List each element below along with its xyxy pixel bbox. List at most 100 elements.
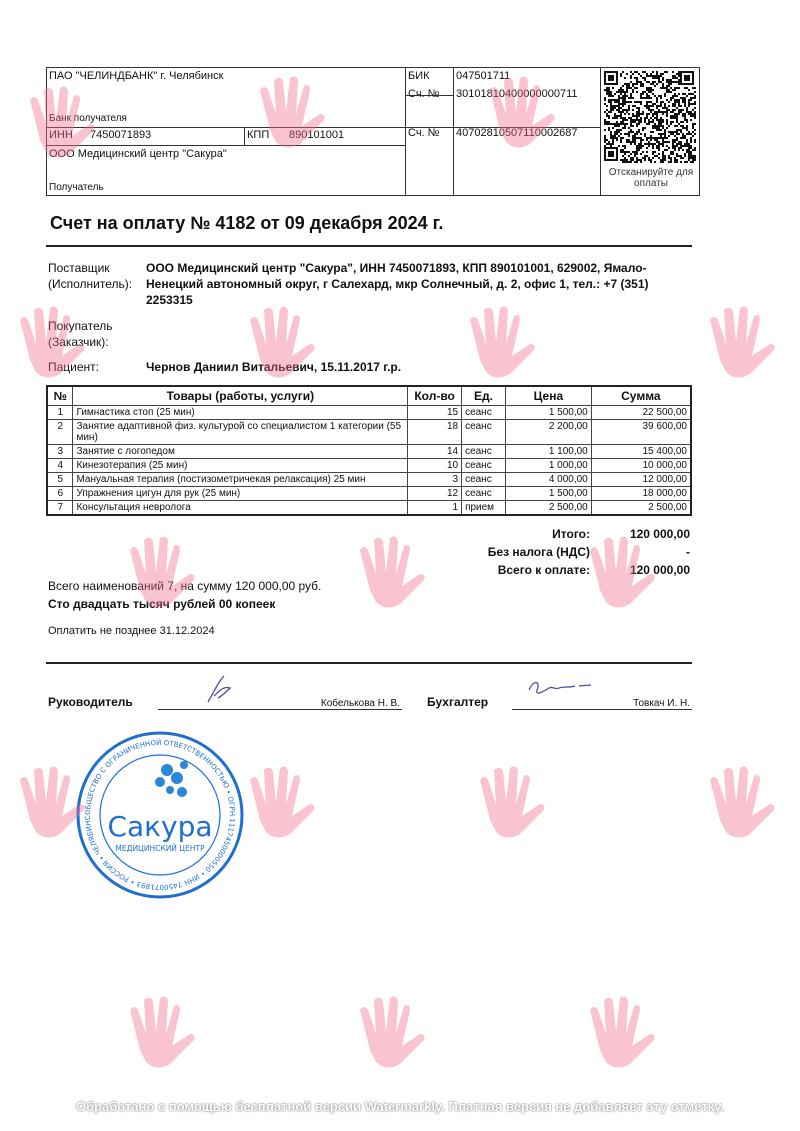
svg-text:МЕДИЦИНСКИЙ ЦЕНТР: МЕДИЦИНСКИЙ ЦЕНТР: [115, 844, 205, 853]
row-sum: 10 000,00: [590, 458, 692, 473]
accountant-label: Бухгалтер: [427, 695, 489, 709]
col-number: №: [46, 385, 74, 406]
row-sum: 18 000,00: [590, 486, 692, 501]
accountant-signature-line: [512, 709, 692, 710]
row-item: Гимнастика стоп (25 мин): [72, 405, 409, 420]
row-price: 1 000,00: [505, 458, 592, 473]
row-number: 4: [46, 458, 74, 473]
row-qty: 15: [407, 405, 463, 420]
table-row: 4 Кинезотерапия (25 мин) 10 сеанс 1 000,00 10…: [46, 458, 692, 473]
account-value: 40702810507110002687: [456, 127, 578, 139]
charity-watermark-hand-icon: [350, 530, 440, 623]
payment-deadline: Оплатить не позднее 31.12.2024: [48, 625, 215, 637]
row-item: Консультация невролога: [72, 500, 409, 516]
row-unit: прием: [461, 500, 507, 516]
row-price: 1 500,00: [505, 486, 592, 501]
row-item: Кинезотерапия (25 мин): [72, 458, 409, 473]
bank-name: ПАО "ЧЕЛИНДБАНК" г. Челябинск: [49, 70, 224, 82]
qr-code-icon: [604, 71, 696, 163]
row-unit: сеанс: [461, 486, 507, 501]
due-value: 120 000,00: [629, 563, 690, 577]
col-sum: Сумма: [590, 385, 692, 406]
recipient-label: Получатель: [49, 182, 104, 193]
head-name: Кобелькова Н. В.: [320, 698, 400, 709]
row-item: Занятие с логопедом: [72, 444, 409, 459]
row-number: 6: [46, 486, 74, 501]
row-sum: 15 400,00: [590, 444, 692, 459]
row-sum: 39 600,00: [590, 419, 692, 445]
charity-watermark-hand-icon: [700, 760, 790, 853]
row-number: 3: [46, 444, 74, 459]
vat-label: Без налога (НДС): [487, 545, 590, 559]
supplier-value: ООО Медицинский центр "Сакура", ИНН 7450…: [146, 261, 649, 307]
col-price: Цена: [505, 385, 592, 406]
charity-watermark-hand-icon: [240, 300, 330, 393]
page-title: Счет на оплату № 4182 от 09 декабря 2024…: [50, 213, 444, 233]
row-sum: 2 500,00: [590, 500, 692, 516]
row-qty: 14: [407, 444, 463, 459]
row-qty: 1: [407, 500, 463, 516]
row-price: 2 500,00: [505, 500, 592, 516]
row-qty: 3: [407, 472, 463, 487]
row-qty: 10: [407, 458, 463, 473]
items-count: Всего наименований 7, на сумму 120 000,0…: [48, 579, 322, 593]
row-number: 1: [46, 405, 74, 420]
table-row: 2 Занятие адаптивной физ. культурой со сп…: [46, 419, 692, 445]
total-label: Итого:: [552, 527, 590, 541]
table-row: 5 Мануальная терапия (постизометричекая р…: [46, 472, 692, 487]
row-number: 7: [46, 500, 74, 516]
bank-label: Банк получателя: [49, 113, 127, 124]
row-sum: 22 500,00: [590, 405, 692, 420]
svg-text:Сакура: Сакура: [107, 810, 212, 843]
row-sum: 12 000,00: [590, 472, 692, 487]
amount-in-words: Сто двадцать тысяч рублей 00 копеек: [48, 597, 276, 611]
table-row: 6 Упражнения цигун для рук (25 мин) 12 сеан…: [46, 486, 692, 501]
due-label: Всего к оплате:: [497, 563, 590, 577]
charity-watermark-hand-icon: [120, 990, 210, 1083]
table-row: 3 Занятие с логопедом 14 сеанс 1 100,00 15 40…: [46, 444, 692, 459]
watermarkly-notice: Обработано с помощью бесплатной версии W…: [75, 1099, 725, 1114]
row-price: 1 500,00: [505, 405, 592, 420]
row-unit: сеанс: [461, 458, 507, 473]
row-item: Занятие адаптивной физ. культурой со спе…: [72, 419, 409, 445]
col-unit: Ед.: [461, 385, 507, 406]
head-label: Руководитель: [48, 695, 133, 709]
row-unit: сеанс: [461, 472, 507, 487]
charity-watermark-hand-icon: [580, 990, 670, 1083]
row-number: 2: [46, 419, 74, 445]
row-unit: сеанс: [461, 405, 507, 420]
accountant-signature: [528, 681, 592, 694]
inn-value: 7450071893: [90, 129, 152, 141]
buyer-label: Покупатель (Заказчик):: [48, 319, 113, 349]
corr-label: Сч. №: [408, 88, 440, 100]
patient-value: Чернов Даниил Витальевич, 15.11.2017 г.р…: [146, 360, 402, 374]
patient-label: Пациент:: [48, 360, 100, 374]
row-qty: 12: [407, 486, 463, 501]
row-price: 4 000,00: [505, 472, 592, 487]
divider: [46, 245, 692, 247]
recipient-name: ООО Медицинский центр "Сакура": [49, 148, 227, 160]
bik-value: 047501711: [456, 70, 511, 82]
table-row: 7 Консультация невролога 1 прием 2 500,00 2 5…: [46, 500, 692, 516]
row-unit: сеанс: [461, 419, 507, 445]
row-number: 5: [46, 472, 74, 487]
charity-watermark-hand-icon: [700, 300, 790, 393]
head-signature: [207, 675, 232, 703]
row-item: Мануальная терапия (постизометричекая ре…: [72, 472, 409, 487]
charity-watermark-hand-icon: [350, 990, 440, 1083]
account-label: Сч. №: [408, 127, 440, 139]
items-table: № Товары (работы, услуги) Кол-во Ед. Цен…: [46, 385, 692, 516]
charity-watermark-hand-icon: [460, 300, 550, 393]
row-price: 1 100,00: [505, 444, 592, 459]
row-qty: 18: [407, 419, 463, 445]
col-qty: Кол-во: [407, 385, 463, 406]
kpp-label: КПП: [247, 129, 270, 141]
charity-watermark-hand-icon: [240, 760, 330, 853]
total-value: 120 000,00: [629, 527, 690, 541]
vat-value: -: [686, 545, 690, 559]
qr-caption: Отсканируйте для оплаты: [608, 167, 694, 189]
accountant-name: Товкач И. Н.: [633, 698, 690, 709]
charity-watermark-hand-icon: [470, 760, 560, 853]
row-price: 2 200,00: [505, 419, 592, 445]
kpp-value: 890101001: [289, 129, 345, 141]
